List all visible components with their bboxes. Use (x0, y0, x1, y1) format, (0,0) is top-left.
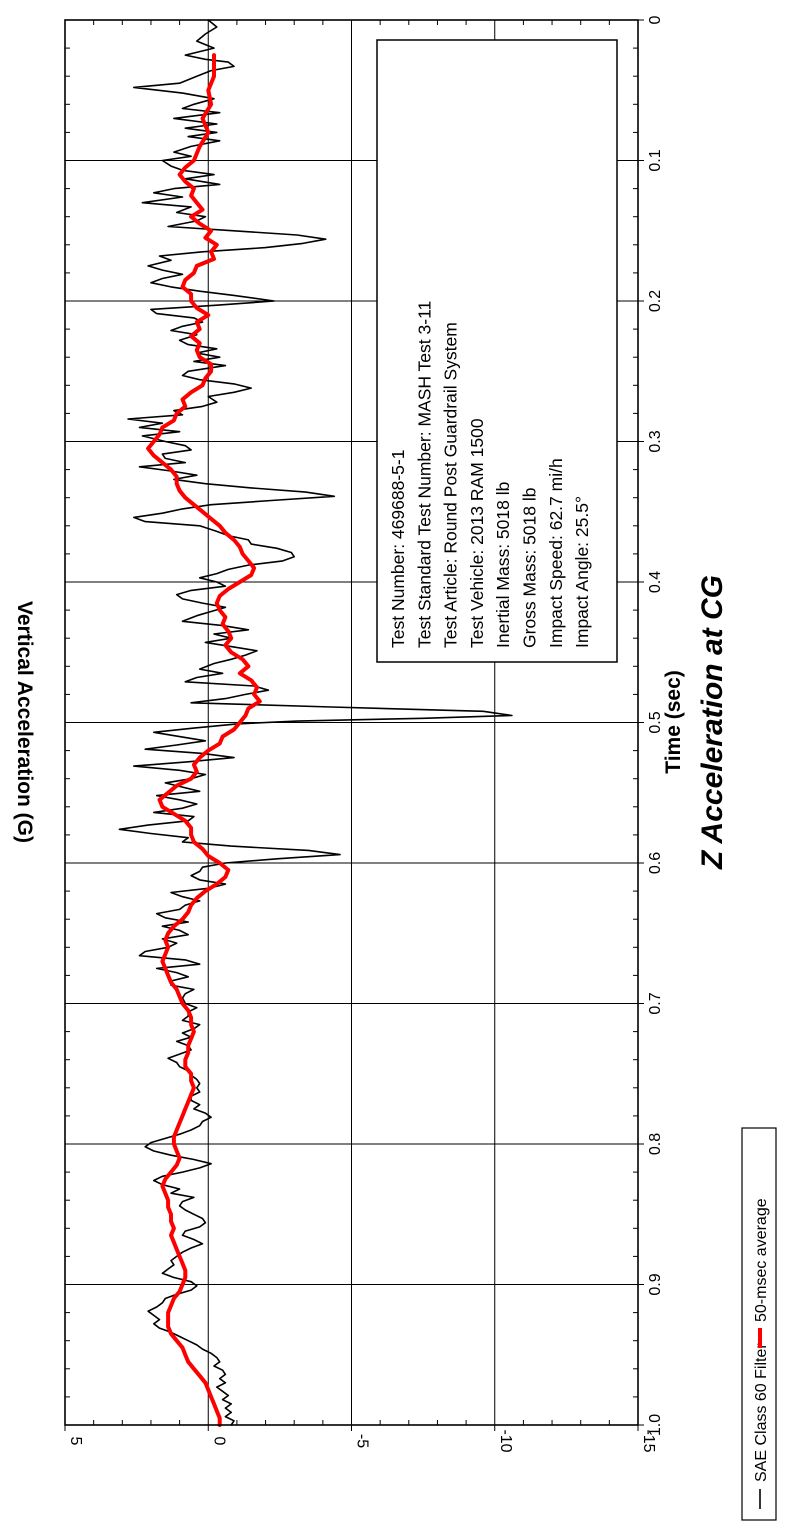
info-line: Test Standard Test Number: MASH Test 3-1… (414, 301, 434, 648)
y-tick-label: -5 (354, 1434, 371, 1448)
x-tick-label: 0.1 (647, 149, 664, 171)
x-axis-title: Time (sec) (662, 670, 685, 774)
x-tick-label: 0.3 (647, 430, 664, 452)
legend-label-sae-filter: SAE Class 60 Filter (753, 1343, 770, 1482)
x-tick-label: 0.6 (647, 852, 664, 874)
info-line: Gross Mass: 5018 lb (520, 488, 540, 648)
x-tick-label: 0.2 (647, 290, 664, 312)
info-box (376, 39, 618, 663)
series-line-sae-filter (118, 19, 513, 1426)
series-layer (118, 19, 513, 1427)
info-line: Test Number: 469688-5-1 (388, 450, 408, 648)
y-tick-label: -10 (497, 1429, 514, 1452)
x-tick-label: 0.9 (647, 1273, 664, 1295)
y-tick-label: 0 (210, 1437, 227, 1446)
info-line: Impact Angle: 25.5° (572, 496, 592, 648)
axis-ticks: 0 0.1 0.2 0.3 0.4 0.5 0.6 0.7 0.8 0.9 1.0 5 0 -5 -10 -1… (64, 15, 664, 1453)
x-tick-label: 0.5 (647, 711, 664, 733)
series-line-50msec-average (146, 53, 262, 1427)
y-tick-label: -15 (640, 1429, 657, 1452)
info-line: Inertial Mass: 5018 lb (493, 482, 513, 648)
legend-box (741, 1127, 777, 1521)
info-line: Impact Speed: 62.7 mi/h (546, 458, 566, 648)
chart-title: Z Acceleration at CG (696, 575, 729, 870)
info-line: Test Vehicle: 2013 RAM 1500 (467, 418, 487, 648)
x-tick-label: 0.8 (647, 1133, 664, 1155)
y-axis-title: Vertical Acceleration (G) (13, 601, 36, 843)
x-tick-label: 0 (647, 15, 664, 24)
info-line: Test Article: Round Post Guardrail Syste… (441, 322, 461, 648)
y-tick-label: 5 (67, 1437, 84, 1446)
info-box-text: Test Number: 469688-5-1 Test Standard Tes… (388, 301, 592, 648)
x-tick-label: 0.4 (647, 571, 664, 593)
legend-label-50msec-average: 50-msec average (753, 1198, 770, 1322)
x-tick-label: 0.7 (647, 992, 664, 1014)
x-tick-label: 1.0 (647, 1414, 664, 1436)
